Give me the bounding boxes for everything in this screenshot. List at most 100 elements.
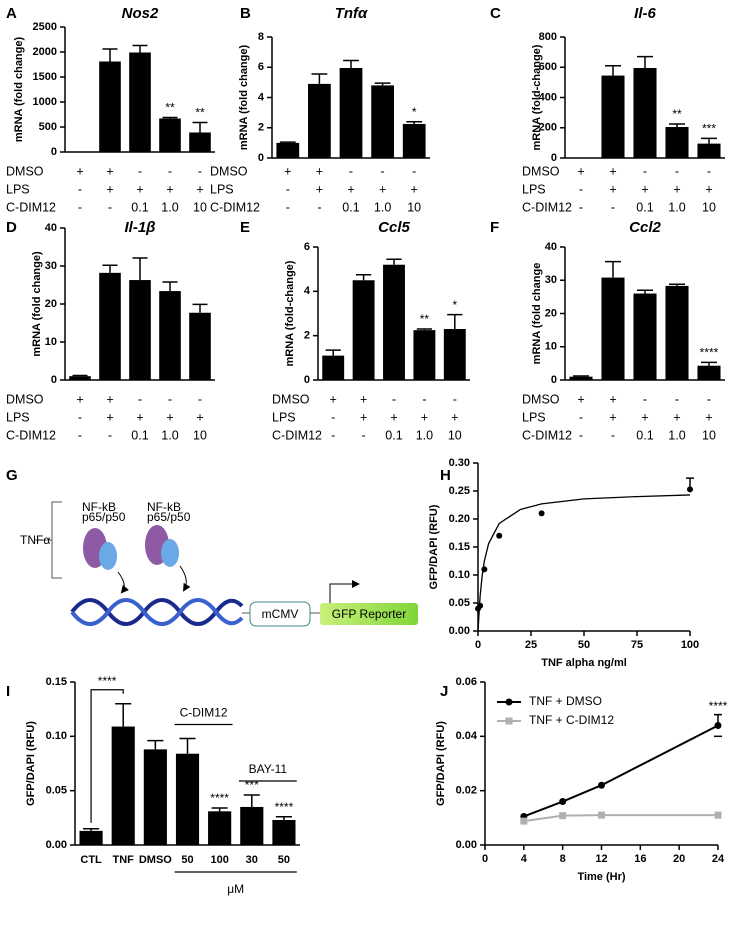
- bar: [272, 820, 296, 845]
- condition-value: -: [707, 392, 711, 406]
- significance: ****: [700, 346, 719, 360]
- panel-label: G: [6, 467, 18, 484]
- condition-value: +: [106, 410, 113, 424]
- y-tick-label: 200: [539, 122, 557, 134]
- y-tick-label: 0.05: [46, 785, 67, 797]
- condition-value: -: [168, 392, 172, 406]
- point: [520, 817, 528, 825]
- condition-name: DMSO: [6, 392, 44, 406]
- y-tick-label: 20: [545, 307, 557, 319]
- arrow: [179, 565, 191, 592]
- condition-value: 10: [407, 200, 421, 214]
- x-tick-label: 100: [210, 854, 228, 866]
- condition-value: -: [392, 392, 396, 406]
- error-bar: [637, 289, 653, 294]
- panel-label: E: [240, 219, 250, 236]
- condition-name: C-DIM12: [272, 428, 322, 442]
- error-bar: [162, 281, 178, 292]
- panel-label: H: [440, 467, 451, 484]
- chart-title: Ccl5: [378, 219, 410, 236]
- condition-value: -: [317, 200, 321, 214]
- x-axis-label: Time (Hr): [577, 871, 625, 883]
- y-tick-label: 2000: [33, 46, 57, 58]
- y-tick-label: 0.25: [449, 485, 470, 497]
- condition-value: 10: [193, 428, 207, 442]
- transcription-arrow: [329, 580, 360, 603]
- y-tick-label: 2: [304, 330, 310, 342]
- chart-title: Tnfα: [335, 5, 368, 22]
- bar: [69, 376, 91, 380]
- group-label: C-DIM12: [180, 706, 228, 720]
- significance: **: [420, 312, 430, 326]
- condition-value: 0.1: [636, 200, 653, 214]
- y-tick-label: 10: [545, 341, 557, 353]
- bar: [665, 285, 689, 380]
- condition-value: -: [707, 164, 711, 178]
- y-tick-label: 0: [51, 146, 57, 158]
- bar: [159, 291, 181, 380]
- condition-value: -: [349, 164, 353, 178]
- condition-value: -: [78, 200, 82, 214]
- y-tick-label: 0.02: [456, 785, 477, 797]
- condition-value: +: [76, 164, 83, 178]
- y-tick-label: 40: [545, 241, 557, 253]
- bar: [208, 811, 232, 845]
- bar: [402, 123, 426, 158]
- y-axis-label: mRNA (fold-change): [284, 260, 296, 366]
- y-tick-label: 6: [258, 61, 264, 73]
- error-bar: [406, 120, 423, 124]
- error-bar: [179, 737, 196, 754]
- y-axis-label: GFP/DAPI (RFU): [25, 721, 37, 806]
- legend-label: TNF + DMSO: [529, 694, 602, 708]
- bracket: [34, 501, 62, 579]
- condition-value: 10: [702, 200, 716, 214]
- condition-value: -: [331, 410, 335, 424]
- condition-value: +: [451, 410, 458, 424]
- x-tick-label: 50: [578, 639, 590, 651]
- error-bar: [343, 59, 359, 69]
- reporter-box: [320, 603, 418, 625]
- condition-value: +: [360, 410, 367, 424]
- x-tick-label: 0: [482, 853, 488, 865]
- bar: [339, 68, 363, 158]
- y-tick-label: 0.05: [449, 597, 470, 609]
- y-tick-label: 0.15: [449, 541, 470, 553]
- point: [714, 811, 722, 819]
- bar: [665, 126, 689, 158]
- diagram: G TNFα NF-kB p65/p50 NF-kB p65/p50 mCMV …: [6, 467, 418, 627]
- significance: *: [452, 298, 457, 312]
- y-tick-label: 600: [539, 61, 557, 73]
- bar: [633, 68, 657, 158]
- x-tick-label: 8: [560, 853, 566, 865]
- bar: [175, 753, 200, 845]
- y-tick-label: 30: [45, 260, 57, 272]
- condition-name: C-DIM12: [210, 200, 260, 214]
- condition-value: +: [136, 410, 143, 424]
- panel-label: D: [6, 219, 17, 236]
- x-tick-label: 75: [631, 639, 643, 651]
- y-tick-label: 0: [551, 374, 557, 386]
- error-bar: [325, 349, 341, 356]
- bar: [633, 293, 657, 380]
- chart-title: Ccl2: [629, 219, 661, 236]
- condition-name: DMSO: [522, 392, 560, 406]
- point: [598, 811, 605, 819]
- significance: ****: [210, 791, 229, 805]
- condition-value: -: [643, 164, 647, 178]
- chart-title: Il-1β: [125, 219, 156, 236]
- error-bar: [132, 44, 148, 53]
- y-axis-label: mRNA (fold change): [31, 251, 43, 357]
- error-bar: [356, 273, 372, 281]
- promoter-box: [249, 601, 311, 627]
- condition-value: +: [196, 410, 203, 424]
- panel-label: A: [6, 5, 17, 22]
- y-tick-label: 0: [258, 152, 264, 164]
- condition-value: -: [286, 182, 290, 196]
- condition-value: -: [579, 182, 583, 196]
- condition-name: LPS: [6, 410, 30, 424]
- condition-value: 1.0: [161, 428, 178, 442]
- condition-value: +: [379, 182, 386, 196]
- error-bar: [102, 264, 118, 273]
- error-bar: [147, 739, 164, 750]
- y-tick-label: 500: [39, 121, 57, 133]
